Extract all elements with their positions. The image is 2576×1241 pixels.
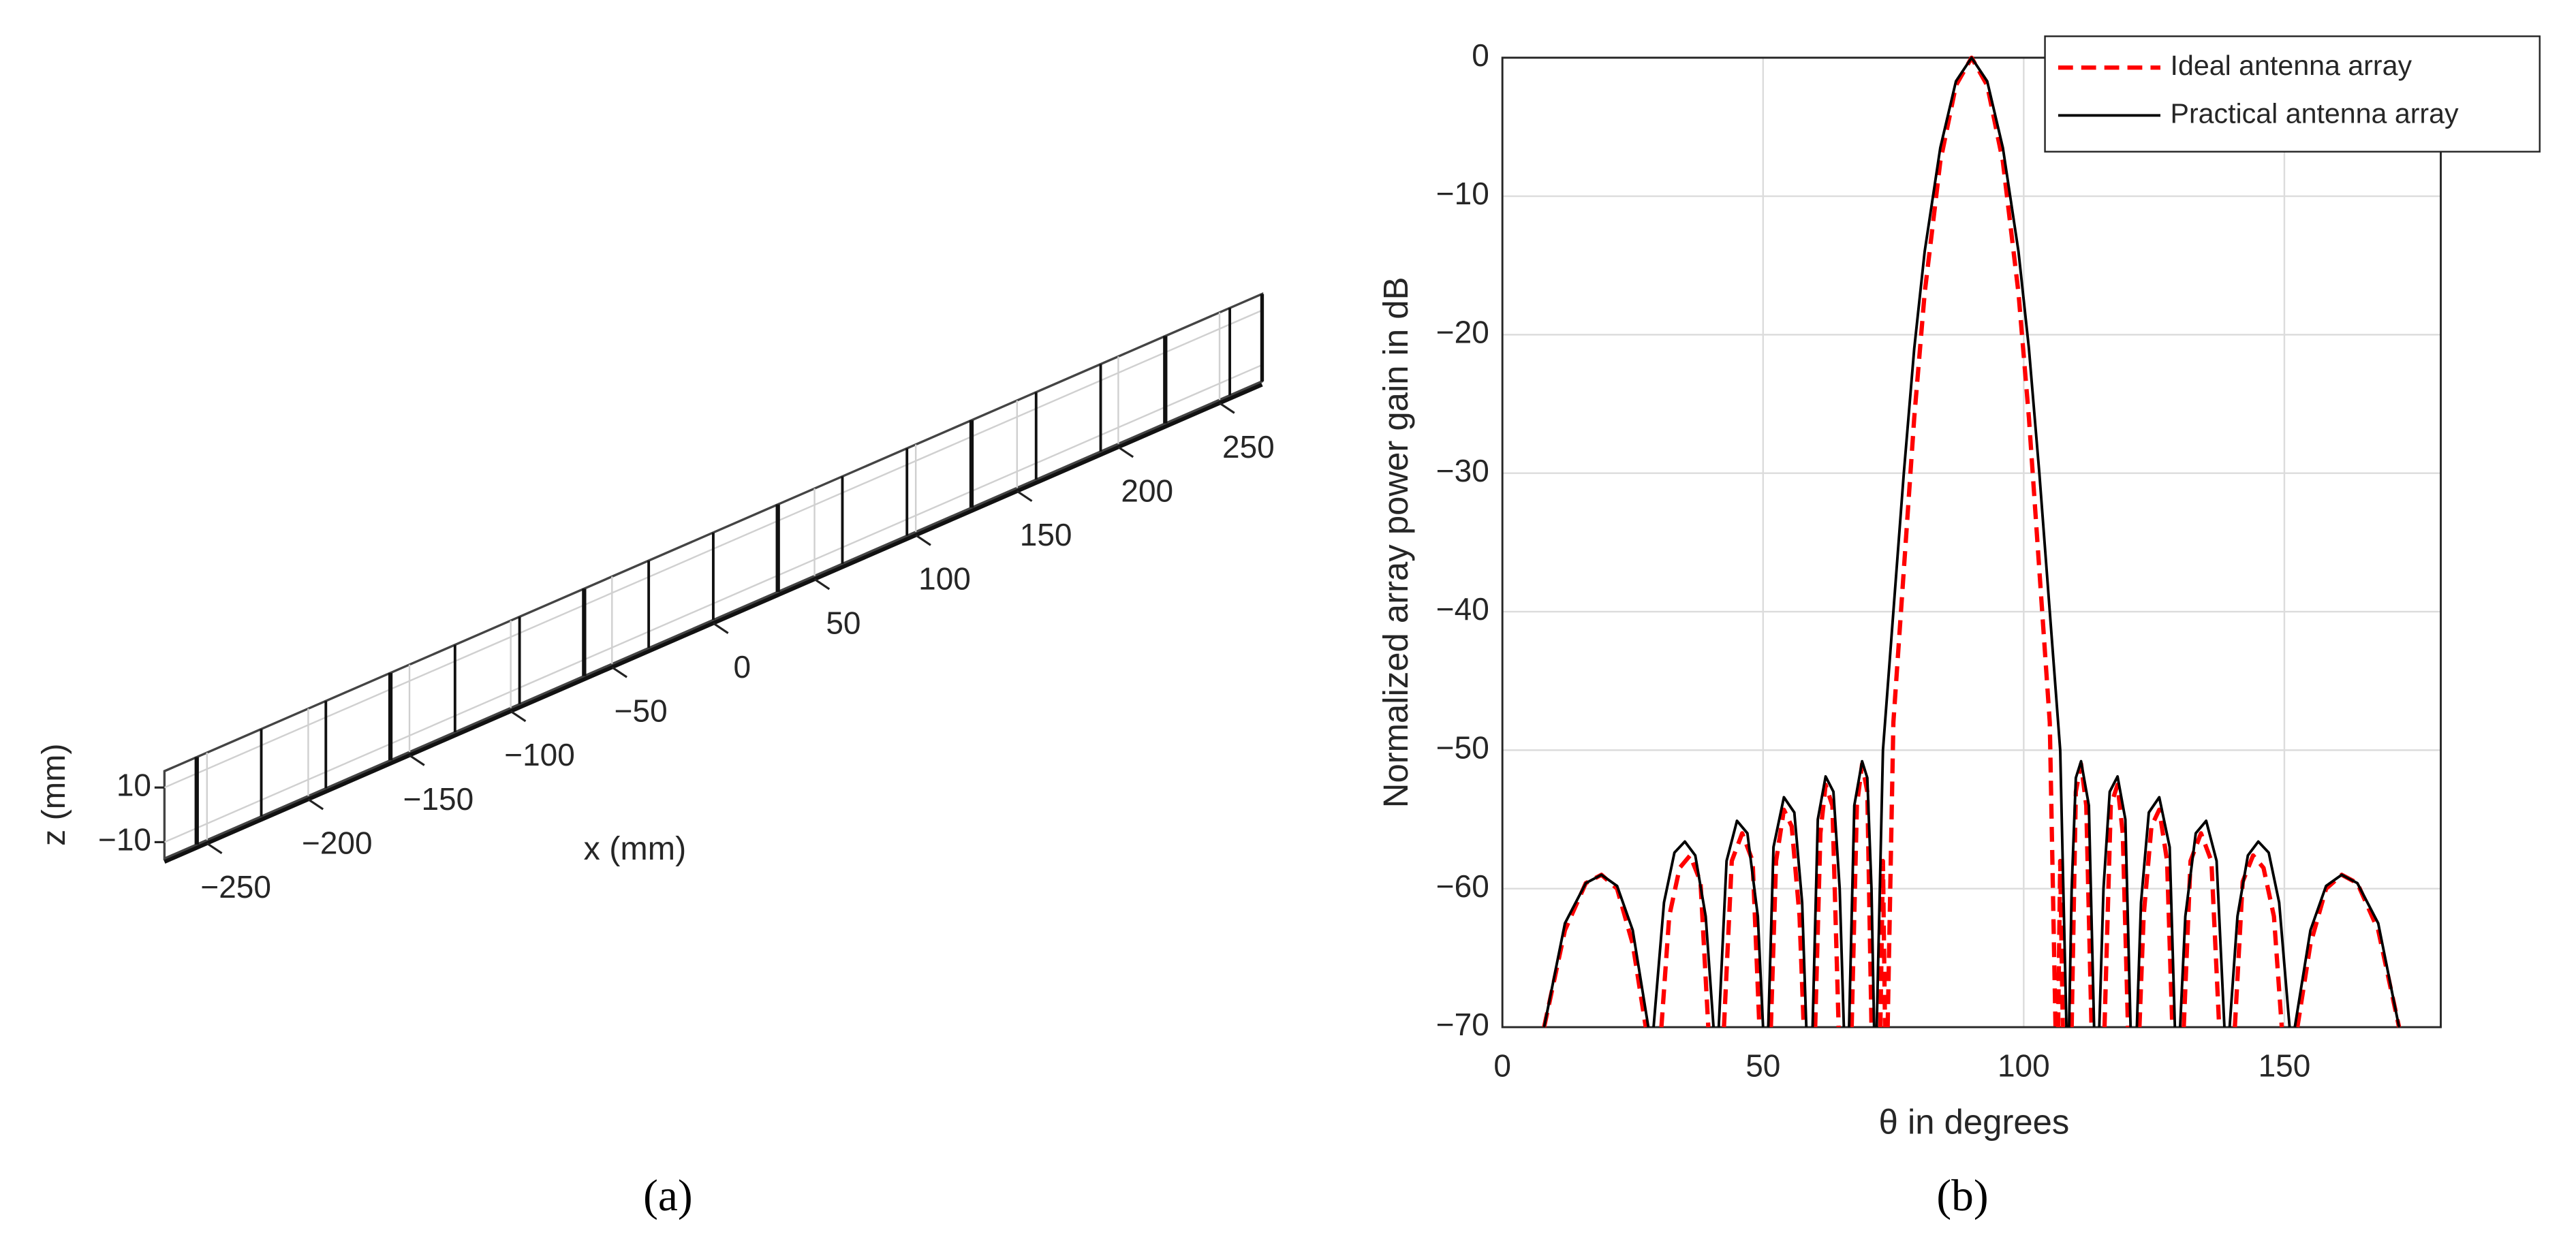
y-tick-label: −60 — [1436, 868, 1489, 904]
x-tick-label: 100 — [918, 561, 971, 597]
x-tick-label: 150 — [2259, 1048, 2311, 1084]
y-tick-label: −40 — [1436, 591, 1489, 627]
x-tick-label: −150 — [403, 781, 474, 817]
x-tick — [307, 798, 324, 811]
y-axis-label: Normalized array power gain in dB — [1376, 277, 1415, 808]
x-tick — [813, 578, 831, 591]
x-tick-label: 50 — [1745, 1048, 1780, 1084]
x-axis-label: θ in degrees — [1879, 1102, 2070, 1141]
z-tick-label: −10 — [98, 822, 151, 858]
x-tick-label: −50 — [615, 693, 668, 729]
y-tick-label: −20 — [1436, 315, 1489, 350]
x-tick — [409, 754, 425, 766]
z-tick-label: 10 — [117, 767, 151, 802]
x-tick — [206, 842, 223, 854]
x-tick-label: 250 — [1222, 429, 1275, 465]
y-tick-label: −70 — [1436, 1007, 1489, 1042]
x-tick-label: 100 — [1998, 1048, 2050, 1084]
x-tick-label: 0 — [1493, 1048, 1511, 1084]
y-tick-label: −10 — [1436, 176, 1489, 211]
caption: (a) — [643, 1172, 693, 1221]
x-tick-label: −250 — [200, 869, 271, 905]
x-tick — [611, 666, 627, 678]
legend-label: Practical antenna array — [2171, 97, 2459, 129]
legend-label: Ideal antenna array — [2171, 50, 2412, 81]
x-tick-label: 150 — [1020, 517, 1072, 552]
x-tick-label: 0 — [733, 649, 751, 685]
plane-edge — [164, 383, 1263, 864]
plot-area — [1502, 57, 2441, 1028]
x-tick — [510, 710, 527, 723]
x-tick — [915, 534, 931, 546]
caption: (b) — [1936, 1172, 1988, 1221]
y-tick-label: −30 — [1436, 453, 1489, 488]
x-tick-label: −200 — [302, 825, 373, 860]
z-axis-label: z (mm) — [35, 743, 72, 846]
x-tick-label: −100 — [504, 737, 575, 772]
y-tick-label: 0 — [1472, 37, 1489, 73]
legend-box — [2044, 35, 2541, 153]
x-tick-label: 200 — [1121, 473, 1173, 508]
x-tick — [1117, 446, 1134, 458]
x-axis-label: x (mm) — [584, 830, 687, 867]
x-tick — [713, 622, 729, 634]
data-line — [1542, 56, 2401, 1028]
y-tick-label: −50 — [1436, 730, 1489, 766]
x-tick — [1016, 490, 1033, 502]
x-tick-label: 50 — [826, 605, 860, 640]
x-tick — [1219, 402, 1235, 414]
